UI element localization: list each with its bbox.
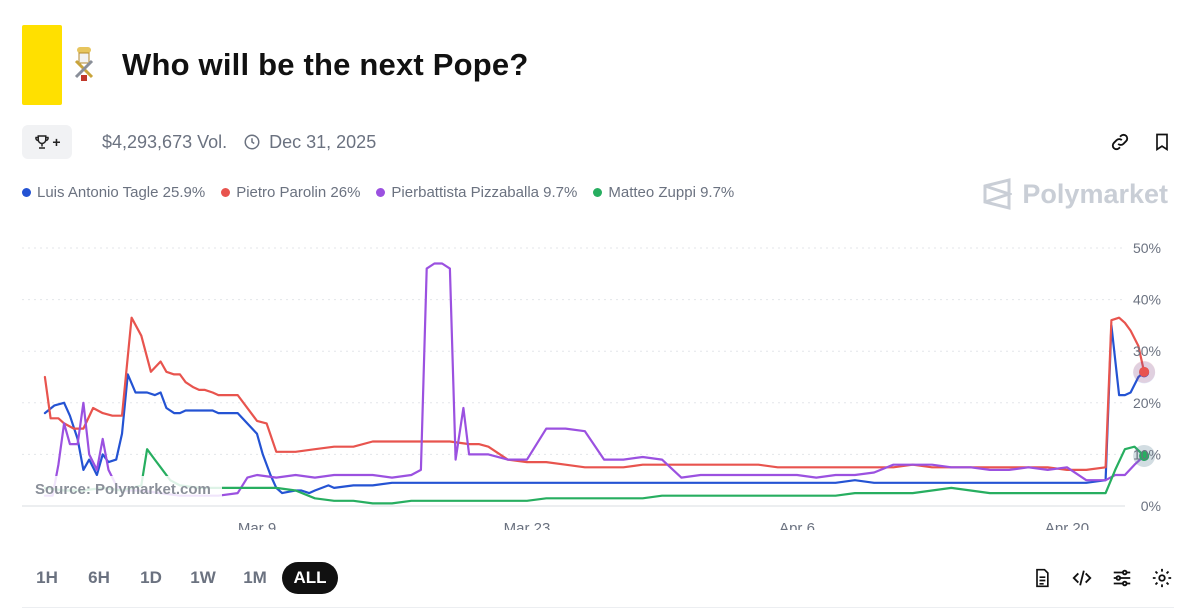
y-tick-label: 50% (1133, 240, 1161, 256)
page-title: Who will be the next Pope? (122, 47, 529, 82)
polymarket-logo-icon (983, 178, 1013, 210)
papal-emblem-icon (74, 47, 94, 81)
legend-label: Matteo Zuppi 9.7% (608, 184, 735, 201)
watermark-text: Polymarket (1022, 178, 1168, 209)
legend-item: Pietro Parolin 26% (221, 184, 360, 201)
series-line (43, 324, 1146, 495)
y-tick-label: 20% (1133, 395, 1161, 411)
range-6h-button[interactable]: 6H (88, 568, 110, 587)
source-badge (28, 476, 222, 500)
y-tick-label: 30% (1133, 343, 1161, 359)
legend-dot (376, 188, 386, 197)
x-tick-label: Apr 6 (779, 520, 815, 530)
bookmark-icon (1156, 133, 1168, 152)
legend-item: Pierbattista Pizzaballa 9.7% (376, 184, 577, 201)
document-icon (1036, 568, 1049, 588)
bookmark-button[interactable] (1150, 130, 1174, 154)
range-1d-button[interactable]: 1D (140, 568, 162, 587)
link-icon (1111, 133, 1129, 151)
y-tick-label: 10% (1133, 446, 1161, 462)
bottom-divider (22, 607, 1174, 608)
trophy-plus-label: + (52, 134, 61, 150)
range-1w-button[interactable]: 1W (190, 568, 216, 587)
legend-dot (22, 188, 31, 197)
y-tick-label: 40% (1133, 292, 1161, 308)
legend-label: Luis Antonio Tagle 25.9% (37, 184, 206, 201)
chart-actions (1030, 566, 1174, 590)
legend-dot (221, 188, 231, 197)
market-header: Who will be the next Pope? (22, 25, 529, 105)
rules-button[interactable] (1030, 566, 1054, 590)
series-line (43, 262, 1146, 497)
trophy-button[interactable]: + (22, 125, 72, 159)
endpoint-dot (1139, 450, 1150, 461)
trophy-icon (35, 135, 50, 149)
clock-icon (244, 134, 260, 150)
source-label: Source: Polymarket.com (35, 481, 211, 498)
price-chart[interactable]: 0%10%20%30%40%50%Mar 9 Mar 23 Apr 6 Apr 20 … (0, 230, 1196, 530)
market-meta: + $4,293,673 Vol. Dec 31, 2025 (22, 125, 1174, 159)
gear-icon (1152, 568, 1172, 588)
settings-button[interactable] (1150, 566, 1174, 590)
volume-label: $4,293,673 Vol. (102, 131, 228, 152)
endpoint-dot (1139, 366, 1150, 377)
x-tick-label: Apr 20 (1045, 520, 1089, 530)
chart-legend: Luis Antonio Tagle 25.9% Pietro Parolin … (22, 184, 734, 201)
embed-button[interactable] (1070, 566, 1094, 590)
range-1h-button[interactable]: 1H (36, 568, 58, 587)
legend-label: Pietro Parolin 26% (236, 184, 361, 201)
end-date-label: Dec 31, 2025 (269, 131, 377, 152)
legend-item: Matteo Zuppi 9.7% (593, 184, 734, 201)
market-image (22, 25, 62, 105)
range-1m-button[interactable]: 1M (243, 568, 267, 587)
chart-settings-button[interactable] (1110, 566, 1134, 590)
polymarket-watermark: Polymarket (982, 178, 1168, 210)
code-icon (1072, 570, 1092, 586)
legend-item: Luis Antonio Tagle 25.9% (22, 184, 205, 201)
legend-dot (593, 188, 603, 197)
end-date: Dec 31, 2025 (243, 132, 376, 153)
y-tick-label: 0% (1141, 498, 1161, 514)
x-tick-label: Mar 23 (504, 520, 551, 530)
legend-label: Pierbattista Pizzaballa 9.7% (391, 184, 578, 201)
sliders-icon (1113, 569, 1131, 587)
range-all-button[interactable]: ALL (282, 562, 338, 594)
copy-link-button[interactable] (1108, 130, 1132, 154)
time-range-selector: 1H 6H 1D 1W 1M ALL (22, 562, 338, 594)
x-tick-label: Mar 9 (238, 520, 276, 530)
